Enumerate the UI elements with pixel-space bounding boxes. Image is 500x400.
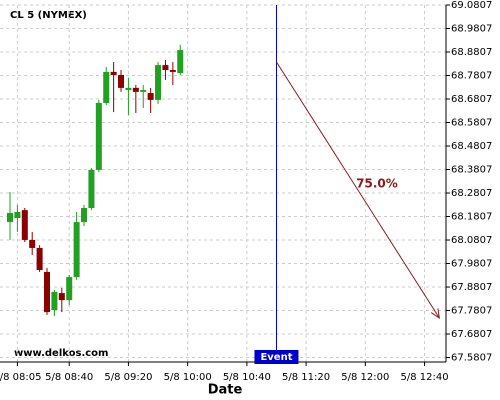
x-tick-label: 5/8 12:00 bbox=[341, 372, 389, 383]
candle-body bbox=[110, 71, 117, 75]
candle-body bbox=[36, 247, 43, 271]
chart-title: CL 5 (NYMEX) bbox=[10, 10, 87, 21]
candle-body bbox=[51, 291, 58, 310]
x-tick-label: 5/8 12:40 bbox=[400, 372, 448, 383]
y-tick-label: 68.1807 bbox=[451, 212, 492, 223]
candle-body bbox=[66, 277, 73, 301]
y-tick-label: 67.8807 bbox=[451, 282, 492, 293]
x-tick-label: 5/8 10:00 bbox=[164, 372, 212, 383]
candle-body bbox=[29, 239, 36, 248]
y-tick-label: 67.9807 bbox=[451, 259, 492, 270]
y-tick-label: 67.5807 bbox=[451, 353, 492, 364]
candle-body bbox=[103, 71, 110, 103]
projection-label: 75.0% bbox=[356, 177, 398, 191]
candle-body bbox=[118, 74, 125, 88]
x-tick-label: 5/8 09:20 bbox=[104, 372, 152, 383]
candle-body bbox=[147, 93, 154, 100]
candle-body bbox=[162, 65, 169, 71]
candle-body bbox=[14, 211, 21, 219]
y-tick-label: 68.3807 bbox=[451, 165, 492, 176]
event-box bbox=[254, 350, 299, 364]
candle-body bbox=[6, 212, 13, 223]
y-tick-label: 68.6807 bbox=[451, 94, 492, 105]
x-tick-label: 5/8 11:20 bbox=[282, 372, 330, 383]
candle-body bbox=[58, 293, 65, 301]
candle-body bbox=[177, 50, 184, 74]
candle-body bbox=[169, 70, 176, 72]
candle-body bbox=[21, 210, 28, 240]
candle-body bbox=[155, 65, 162, 100]
y-tick-label: 69.0807 bbox=[451, 0, 492, 11]
y-tick-label: 67.7807 bbox=[451, 306, 492, 317]
candle-body bbox=[81, 207, 88, 223]
y-tick-label: 68.0807 bbox=[451, 235, 492, 246]
candle-body bbox=[44, 271, 51, 313]
x-tick-label: 5/8 08:05 bbox=[0, 372, 41, 383]
y-tick-label: 68.2807 bbox=[451, 188, 492, 199]
candle-body bbox=[132, 87, 139, 92]
candle-body bbox=[140, 90, 147, 92]
y-tick-label: 68.8807 bbox=[451, 47, 492, 58]
x-axis-label: Date bbox=[208, 383, 243, 398]
candle-body bbox=[125, 87, 132, 91]
event-label: Event bbox=[260, 352, 292, 363]
y-tick-label: 68.9807 bbox=[451, 24, 492, 35]
x-tick-label: 5/8 08:40 bbox=[45, 372, 93, 383]
candle-body bbox=[95, 102, 102, 170]
y-tick-label: 67.6807 bbox=[451, 329, 492, 340]
x-tick-label: 5/8 10:40 bbox=[223, 372, 271, 383]
y-tick-label: 68.5807 bbox=[451, 118, 492, 129]
y-tick-label: 68.4807 bbox=[451, 141, 492, 152]
candle-body bbox=[73, 222, 80, 278]
candle-body bbox=[88, 169, 95, 208]
y-tick-label: 68.7807 bbox=[451, 71, 492, 82]
projection-arrow bbox=[276, 61, 439, 318]
watermark: www.delkos.com bbox=[14, 348, 108, 359]
